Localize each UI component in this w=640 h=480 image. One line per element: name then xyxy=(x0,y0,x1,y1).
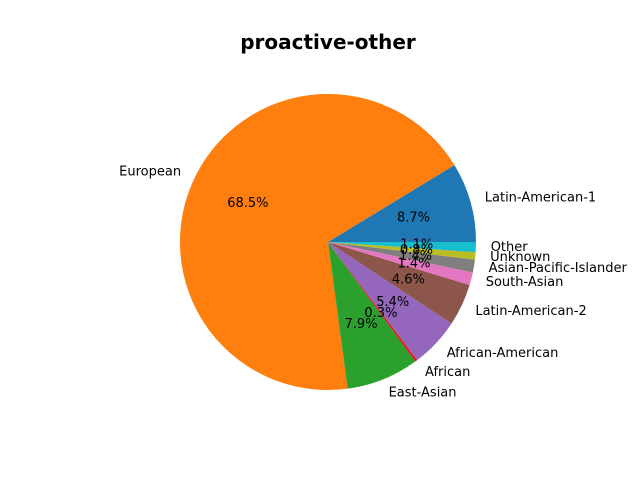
percent-label: 4.6% xyxy=(392,272,425,287)
category-label: European xyxy=(119,164,181,179)
pie-slice-african xyxy=(328,242,418,362)
chart-title: proactive-other xyxy=(240,30,416,54)
pie-slice-african-american xyxy=(328,242,452,360)
percent-label: 0.3% xyxy=(364,306,397,321)
percent-label: 1.4% xyxy=(398,257,431,272)
category-label: African-American xyxy=(447,346,559,361)
category-label: Asian-Pacific-Islander xyxy=(489,261,628,276)
percent-label: 1.4% xyxy=(399,249,432,264)
percent-label: 68.5% xyxy=(227,196,268,211)
pie-slice-other xyxy=(328,242,476,253)
percent-label: 7.9% xyxy=(345,317,378,332)
category-label: East-Asian xyxy=(389,386,457,401)
pie-slice-european xyxy=(180,94,455,391)
percent-label: 5.4% xyxy=(376,295,409,310)
category-label: Latin-American-1 xyxy=(485,191,596,206)
pie-slice-east-asian xyxy=(328,242,416,389)
category-label: Unknown xyxy=(490,250,550,265)
category-label: Other xyxy=(491,240,529,255)
category-labels: Latin-American-1 European East-Asian Africa… xyxy=(119,164,627,400)
category-label: South-Asian xyxy=(486,275,564,290)
pie-slice-latin-american-2 xyxy=(328,242,470,324)
pie-slice-latin-american-1 xyxy=(328,165,476,242)
pie-slices xyxy=(180,94,476,391)
percent-label: 1.1% xyxy=(400,238,433,253)
pie-slice-unknown xyxy=(328,242,476,260)
percent-label: 8.7% xyxy=(397,211,430,226)
percent-label: 0.8% xyxy=(400,243,433,258)
category-label: African xyxy=(425,365,470,380)
pie-slice-south-asian xyxy=(328,242,473,286)
pie-slice-asian-pacific-islander xyxy=(328,242,475,273)
percent-labels: 8.7%68.5%7.9%0.3%5.4%4.6%1.4%1.4%0.8%1.1… xyxy=(227,196,433,332)
category-label: Latin-American-2 xyxy=(475,304,586,319)
